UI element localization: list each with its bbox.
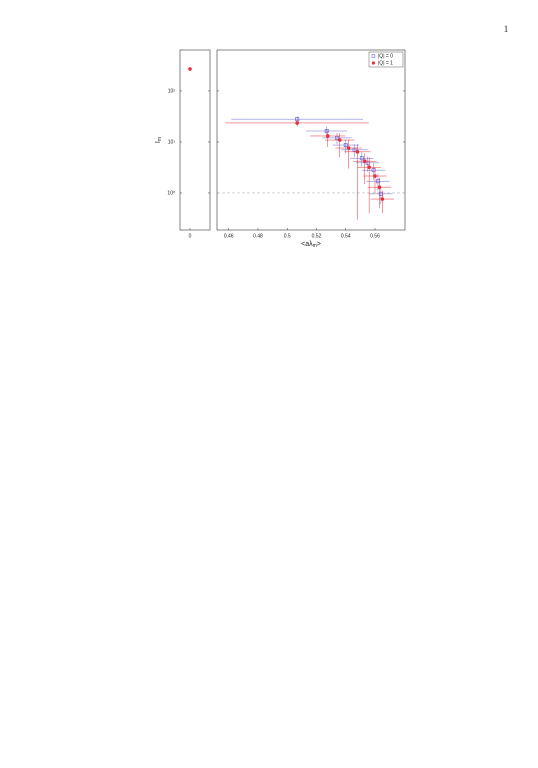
point — [343, 143, 348, 147]
y-tick-label: 10¹ — [168, 139, 176, 145]
x-axis-label-part: m — [313, 243, 317, 249]
legend-marker — [371, 61, 375, 65]
x-tick-label: 0.5 — [284, 233, 291, 239]
x-axis-label-part: <aλ — [301, 241, 313, 248]
point — [335, 135, 339, 140]
point — [359, 156, 364, 161]
point — [377, 185, 382, 189]
x-tick-label: 0.54 — [341, 233, 351, 239]
y-axis-label-part: I — [155, 141, 162, 143]
x-axis-label: <aλm> — [301, 241, 321, 249]
x-tick-label: 0 — [189, 233, 192, 239]
x-tick-label: 0.52 — [312, 233, 322, 239]
point — [188, 67, 192, 71]
legend-marker — [371, 54, 376, 58]
point — [295, 121, 299, 125]
legend-label: |Q| = 0 — [378, 53, 393, 59]
y-axis-label: Im — [155, 137, 163, 143]
main-panel-frame — [216, 49, 406, 231]
page-number: 1 — [504, 24, 509, 34]
point — [362, 159, 367, 163]
legend-box — [368, 51, 404, 68]
x-tick-label: 0.46 — [224, 233, 234, 239]
point — [380, 197, 385, 201]
point — [325, 134, 330, 138]
point — [324, 129, 329, 133]
legend-label: |Q| = 1 — [378, 60, 393, 66]
x-axis-label-part: > — [317, 241, 321, 248]
point — [367, 165, 371, 170]
x-tick-label: 0.56 — [370, 233, 380, 239]
left-panel-frame — [179, 49, 211, 231]
point — [337, 138, 342, 142]
x-tick-label: 0.48 — [253, 233, 263, 239]
y-tick-label: 10² — [168, 88, 176, 94]
point — [373, 174, 377, 178]
y-tick-label: 10⁰ — [167, 190, 175, 196]
y-axis-label-part: m — [157, 137, 163, 141]
point — [355, 150, 360, 154]
point — [346, 146, 351, 150]
